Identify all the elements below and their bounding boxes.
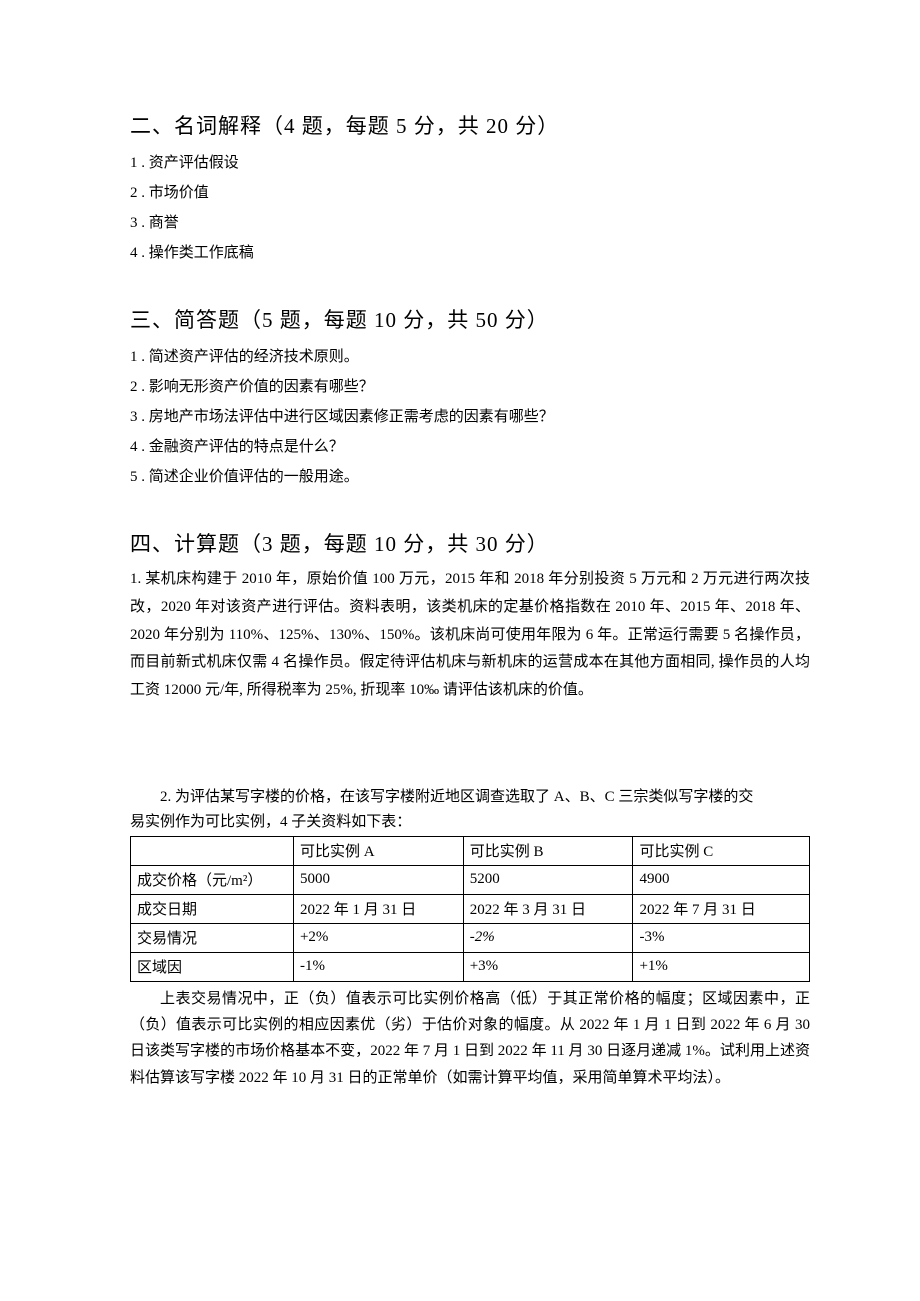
section-3-heading: 三、简答题（5 题，每题 10 分，共 50 分） bbox=[130, 304, 810, 334]
cell-r2c0: 交易情况 bbox=[131, 923, 294, 952]
s2-item-2: 2 . 市场价值 bbox=[130, 178, 810, 208]
cell-r0c3: 4900 bbox=[633, 865, 810, 894]
s4-q2-post-text: 上表交易情况中，正（负）值表示可比实例价格高（低）于其正常价格的幅度；区域因素中… bbox=[130, 986, 810, 1091]
s3-item-1: 1 . 简述资产评估的经济技术原则。 bbox=[130, 342, 810, 372]
s2-item-4: 4 . 操作类工作底稿 bbox=[130, 238, 810, 268]
cell-r0c1: 5000 bbox=[293, 865, 463, 894]
s4-q2-intro-1: 2. 为评估某写字楼的价格，在该写字楼附近地区调查选取了 A、B、C 三宗类似写… bbox=[130, 785, 810, 811]
cell-r1c1: 2022 年 1 月 31 日 bbox=[293, 894, 463, 923]
s3-item-5: 5 . 简述企业价值评估的一般用途。 bbox=[130, 462, 810, 492]
table-row: 成交日期 2022 年 1 月 31 日 2022 年 3 月 31 日 202… bbox=[131, 894, 810, 923]
cell-r3c1: -1% bbox=[293, 952, 463, 981]
section-4-heading: 四、计算题（3 题，每题 10 分，共 30 分） bbox=[130, 528, 810, 558]
cell-r3c3: +1% bbox=[633, 952, 810, 981]
cell-r2c3: -3% bbox=[633, 923, 810, 952]
th-a: 可比实例 A bbox=[293, 836, 463, 865]
cell-r0c0: 成交价格（元/m²） bbox=[131, 865, 294, 894]
document-page: 二、名词解释（4 题，每题 5 分，共 20 分） 1 . 资产评估假设 2 .… bbox=[0, 0, 920, 1171]
cell-r3c0: 区域因 bbox=[131, 952, 294, 981]
table-row: 交易情况 +2% -2% -3% bbox=[131, 923, 810, 952]
s2-item-3: 3 . 商誉 bbox=[130, 208, 810, 238]
s2-item-1: 1 . 资产评估假设 bbox=[130, 148, 810, 178]
cell-r2c2: -2% bbox=[463, 923, 633, 952]
s4-q2-intro-2: 易实例作为可比实例，4 子关资料如下表： bbox=[130, 810, 810, 836]
cell-r3c2: +3% bbox=[463, 952, 633, 981]
s3-item-4: 4 . 金融资产评估的特点是什么？ bbox=[130, 432, 810, 462]
cell-r1c3: 2022 年 7 月 31 日 bbox=[633, 894, 810, 923]
s4-q1-text: 1. 某机床构建于 2010 年，原始价值 100 万元，2015 年和 201… bbox=[130, 566, 810, 705]
th-blank bbox=[131, 836, 294, 865]
section-2-heading: 二、名词解释（4 题，每题 5 分，共 20 分） bbox=[130, 110, 810, 140]
s3-item-3: 3 . 房地产市场法评估中进行区域因素修正需考虑的因素有哪些？ bbox=[130, 402, 810, 432]
th-c: 可比实例 C bbox=[633, 836, 810, 865]
comparables-table: 可比实例 A 可比实例 B 可比实例 C 成交价格（元/m²） 5000 520… bbox=[130, 836, 810, 982]
cell-r2c1: +2% bbox=[293, 923, 463, 952]
cell-r0c2: 5200 bbox=[463, 865, 633, 894]
th-b: 可比实例 B bbox=[463, 836, 633, 865]
s3-item-2: 2 . 影响无形资产价值的因素有哪些？ bbox=[130, 372, 810, 402]
table-row: 区域因 -1% +3% +1% bbox=[131, 952, 810, 981]
table-row: 成交价格（元/m²） 5000 5200 4900 bbox=[131, 865, 810, 894]
spacer bbox=[130, 705, 810, 785]
table-header-row: 可比实例 A 可比实例 B 可比实例 C bbox=[131, 836, 810, 865]
cell-r1c0: 成交日期 bbox=[131, 894, 294, 923]
cell-r1c2: 2022 年 3 月 31 日 bbox=[463, 894, 633, 923]
